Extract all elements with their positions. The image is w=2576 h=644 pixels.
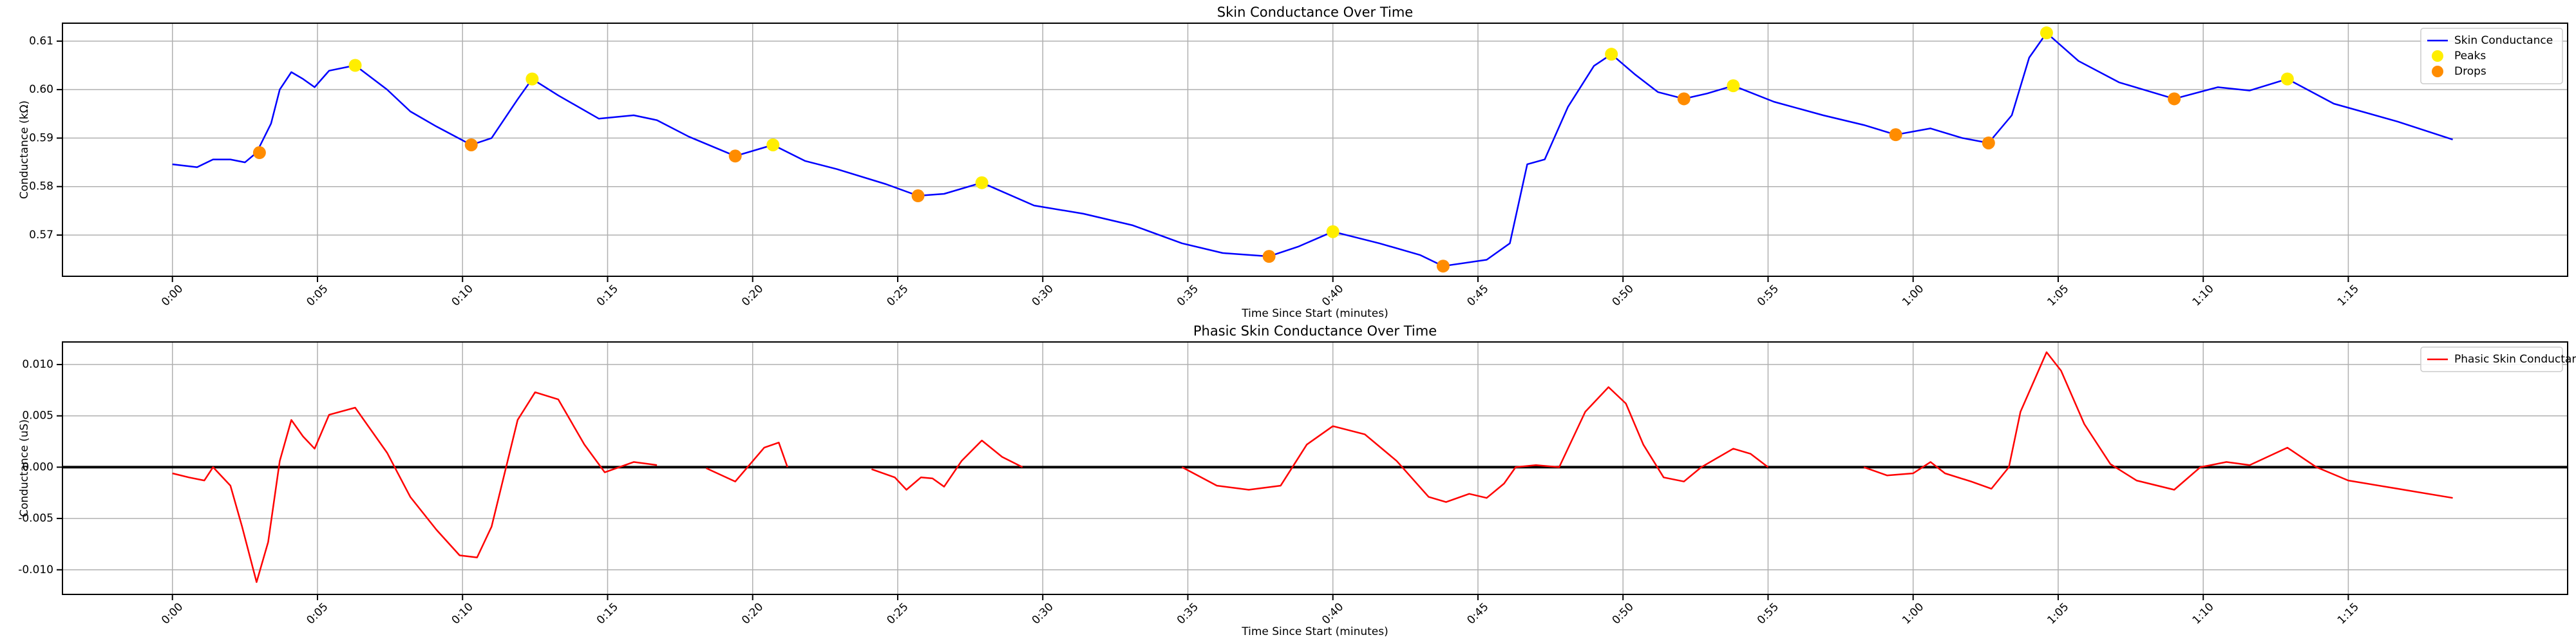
data-point xyxy=(911,189,925,203)
data-point xyxy=(1889,128,1902,142)
legend-label: Phasic Skin Conductance xyxy=(2454,353,2576,366)
x-tick-label: 0:40 xyxy=(1320,600,1346,627)
data-line xyxy=(172,351,2453,583)
y-tick-label: 0.005 xyxy=(22,410,53,422)
legend-swatch xyxy=(2432,50,2443,62)
x-tick-label: 0:45 xyxy=(1464,600,1491,627)
data-point xyxy=(1436,260,1450,273)
data-point xyxy=(252,146,266,160)
x-tick-label: 0:50 xyxy=(1610,600,1636,627)
y-tick-label: 0.58 xyxy=(29,180,53,193)
data-point xyxy=(728,149,742,163)
plot-frame xyxy=(62,23,2568,277)
y-tick-label: 0.000 xyxy=(22,460,53,473)
x-tick-label: 1:15 xyxy=(2335,600,2362,627)
legend-box xyxy=(2420,28,2563,84)
x-tick-label: 0:10 xyxy=(450,600,476,627)
legend: Skin Conductance Peaks Drops xyxy=(2420,28,2563,84)
data-point xyxy=(766,138,780,151)
legend: Phasic Skin Conductance xyxy=(2420,346,2576,372)
x-tick-label: 0:05 xyxy=(304,282,330,308)
legend-swatch xyxy=(2432,66,2443,77)
x-tick-label: 1:10 xyxy=(2190,600,2217,627)
x-tick-label: 0:25 xyxy=(884,600,911,627)
x-tick-label: 1:05 xyxy=(2045,600,2071,627)
x-tick-label: 0:25 xyxy=(884,282,911,308)
x-tick-label: 0:40 xyxy=(1320,282,1346,308)
x-tick-label: 1:10 xyxy=(2190,282,2217,308)
y-axis-label: Conductance (kΩ) xyxy=(18,100,31,199)
x-tick-label: 0:05 xyxy=(304,600,330,627)
x-tick-label: 0:30 xyxy=(1030,282,1056,308)
x-tick-label: 0:55 xyxy=(1755,600,1781,627)
legend-label: Drops xyxy=(2454,65,2486,78)
y-tick-label: -0.010 xyxy=(18,564,53,576)
x-axis-label: Time Since Start (minutes) xyxy=(1241,307,1388,320)
data-point xyxy=(1677,92,1690,106)
data-point xyxy=(2280,72,2294,86)
x-tick-label: 1:05 xyxy=(2045,282,2071,308)
y-tick-label: 0.010 xyxy=(22,358,53,371)
x-tick-label: 1:00 xyxy=(1900,600,1926,627)
x-tick-label: 0:20 xyxy=(739,282,766,308)
y-tick-label: 0.59 xyxy=(29,131,53,144)
subplot: Skin Conductance Over Time Time Since Sta… xyxy=(18,5,2568,320)
data-line xyxy=(172,32,2453,267)
legend-label: Peaks xyxy=(2454,50,2486,62)
data-point xyxy=(2168,92,2181,106)
data-point xyxy=(1727,79,1740,93)
x-tick-label: 0:15 xyxy=(594,282,621,308)
x-tick-label: 0:35 xyxy=(1175,282,1201,308)
legend-label: Skin Conductance xyxy=(2454,34,2553,47)
x-tick-label: 0:10 xyxy=(450,282,476,308)
y-axis-label: Conductance (uS) xyxy=(18,419,31,517)
data-point xyxy=(1262,250,1276,263)
data-point xyxy=(1605,48,1618,61)
x-tick-label: 0:00 xyxy=(159,282,185,308)
y-tick-label: 0.57 xyxy=(29,229,53,242)
x-tick-label: 1:00 xyxy=(1900,282,1926,308)
x-tick-label: 0:45 xyxy=(1464,282,1491,308)
chart-title: Phasic Skin Conductance Over Time xyxy=(1193,323,1437,339)
chart-title: Skin Conductance Over Time xyxy=(1217,5,1413,20)
x-tick-label: 0:00 xyxy=(159,600,185,627)
y-tick-label: -0.005 xyxy=(18,512,53,525)
legend-box xyxy=(2420,346,2563,372)
y-tick-label: 0.61 xyxy=(29,35,53,48)
y-tick-label: 0.60 xyxy=(29,83,53,96)
x-tick-label: 0:20 xyxy=(739,600,766,627)
x-axis-label: Time Since Start (minutes) xyxy=(1241,625,1388,638)
data-point xyxy=(1326,225,1340,238)
x-tick-label: 0:30 xyxy=(1030,600,1056,627)
data-point xyxy=(2040,26,2053,40)
x-tick-label: 1:15 xyxy=(2335,282,2362,308)
data-point xyxy=(464,138,478,151)
x-tick-label: 0:55 xyxy=(1755,282,1781,308)
x-tick-label: 0:35 xyxy=(1175,600,1201,627)
subplot: Phasic Skin Conductance Over Time Time Si… xyxy=(18,323,2576,638)
data-point xyxy=(348,59,362,72)
plot-frame xyxy=(62,341,2568,595)
data-point xyxy=(975,176,989,189)
x-tick-label: 0:15 xyxy=(594,600,621,627)
x-tick-label: 0:50 xyxy=(1610,282,1636,308)
data-point xyxy=(526,72,539,86)
data-point xyxy=(1982,136,1995,149)
